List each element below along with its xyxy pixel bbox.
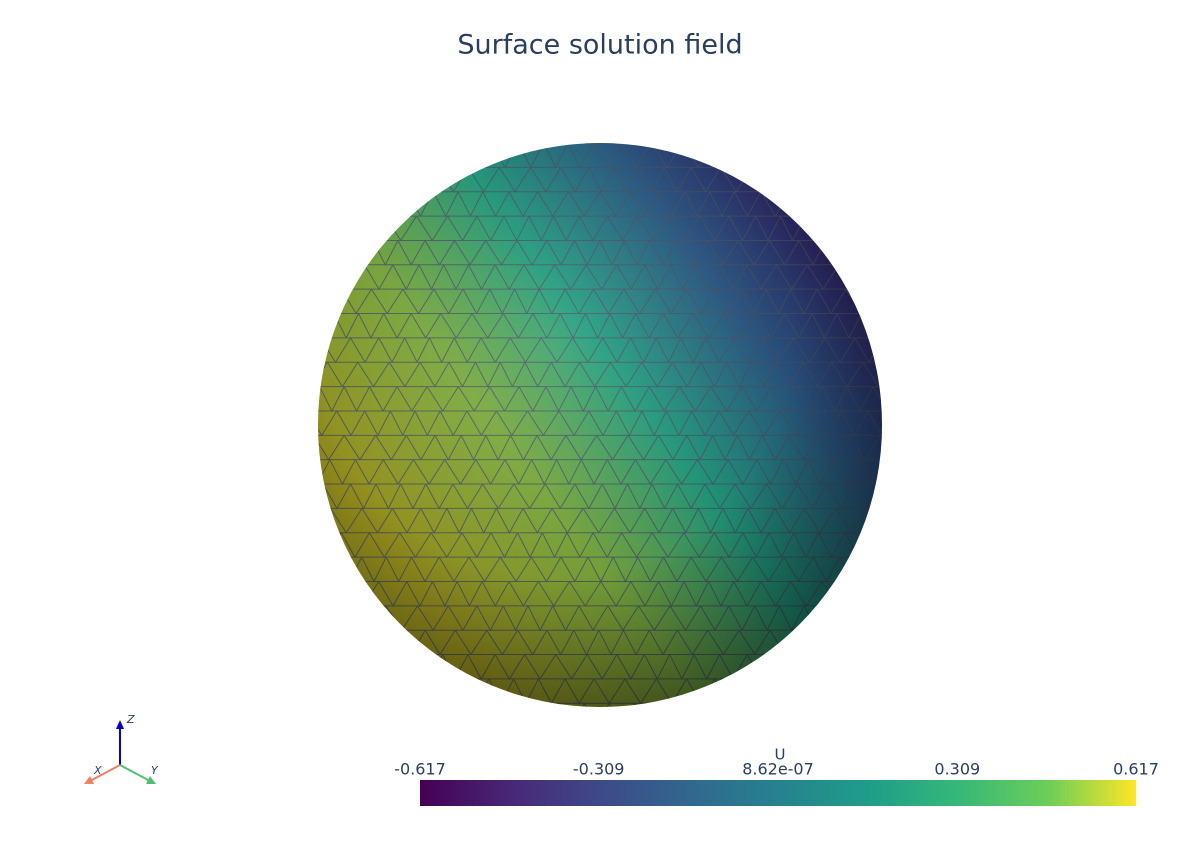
colorbar-tick-label: -0.617 bbox=[394, 760, 446, 779]
title: Surface solution field bbox=[457, 30, 742, 61]
orientation-axes: Z X Y bbox=[84, 713, 159, 784]
colorbar-tick-label: 8.62e-07 bbox=[742, 760, 814, 779]
axis-label: Y bbox=[151, 764, 159, 777]
colorbar: U -0.617 -0.309 8.62e-07 0.309 0.617 bbox=[394, 746, 1159, 806]
colorbar-tick-label: -0.309 bbox=[573, 760, 625, 779]
axis-label: X bbox=[93, 764, 102, 777]
colorbar-title: U bbox=[775, 746, 786, 764]
sphere bbox=[318, 143, 882, 707]
axis-label: Z bbox=[126, 713, 135, 726]
colorbar-tick-label: 0.309 bbox=[934, 760, 980, 779]
colorbar-gradient bbox=[420, 780, 1136, 806]
colorbar-tick-label: 0.617 bbox=[1113, 760, 1159, 779]
